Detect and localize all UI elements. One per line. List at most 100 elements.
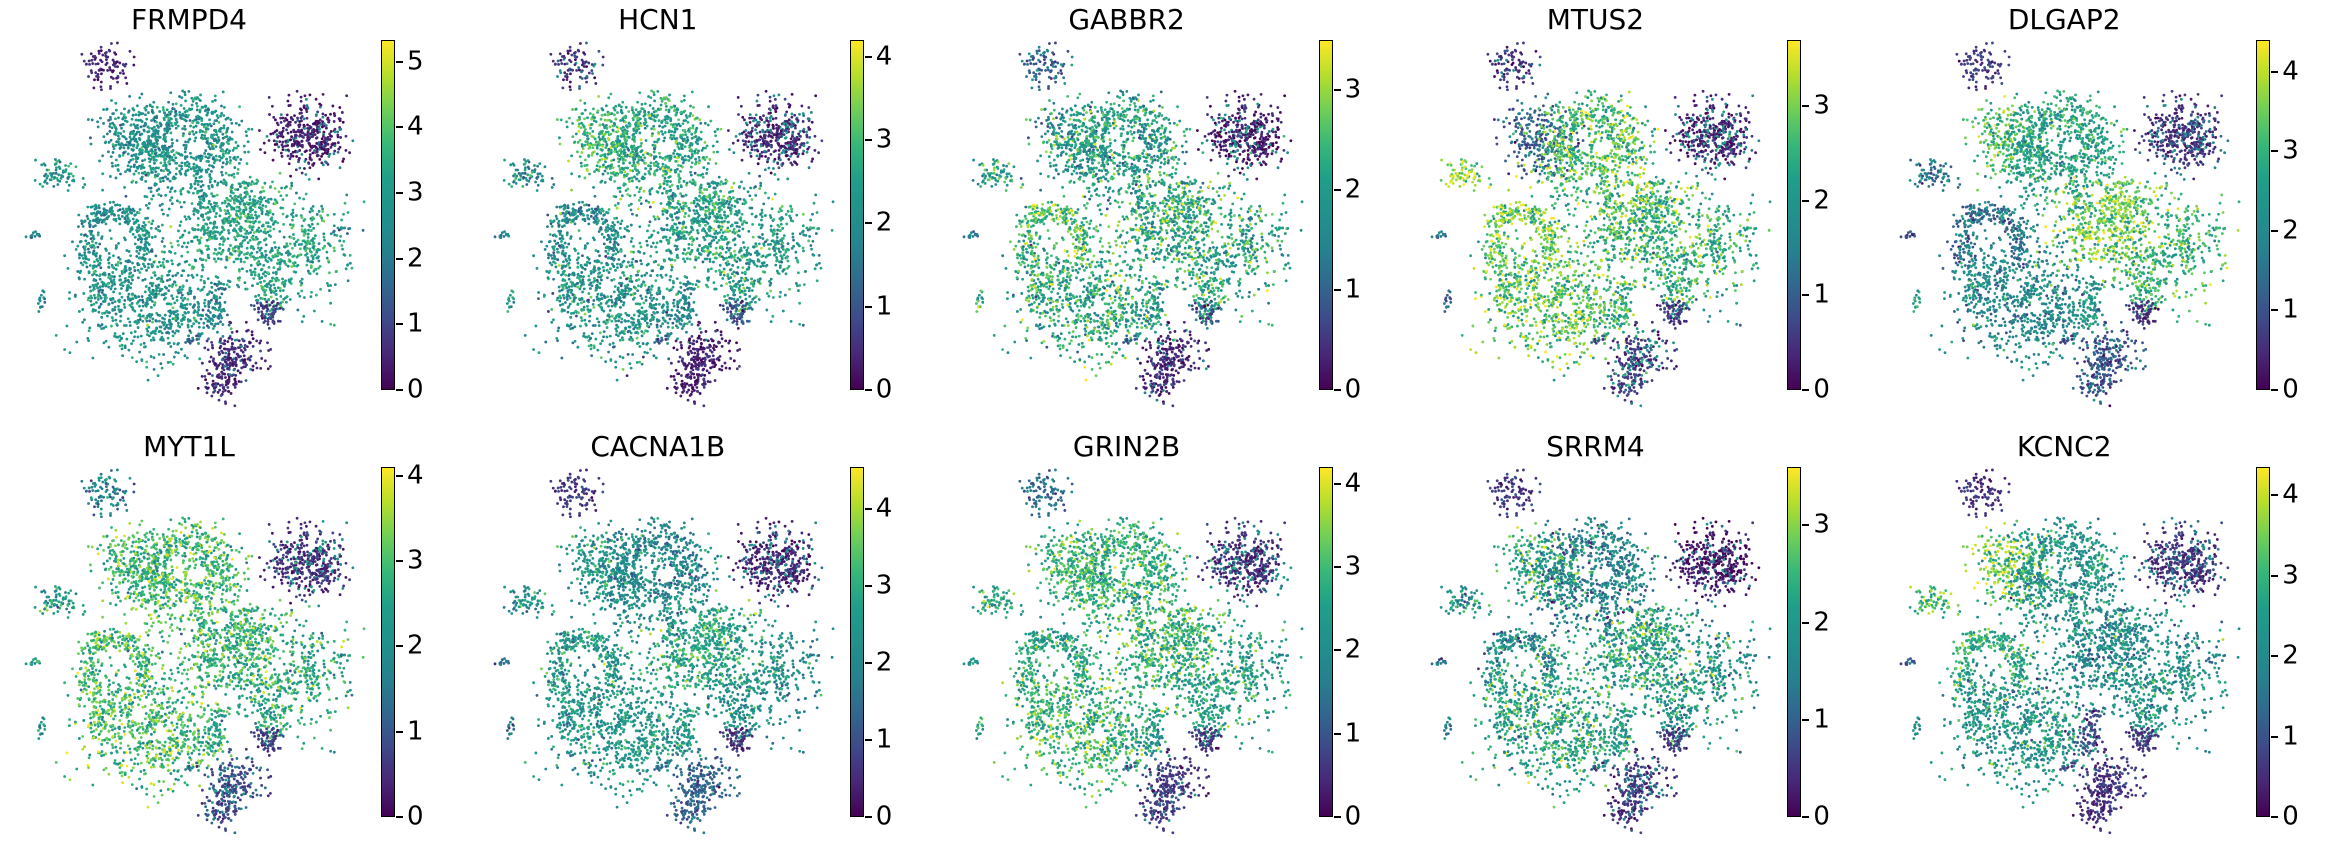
colorbar-tick-label: 4 xyxy=(2282,479,2299,510)
colorbar-tick-label: 3 xyxy=(1344,74,1362,105)
colorbar-tick-mark xyxy=(1333,566,1341,568)
umap-panel: GRIN2B 0 1 2 3 4 xyxy=(938,427,1407,854)
colorbar-tick-mark xyxy=(864,222,872,225)
colorbar-tick-label: 3 xyxy=(2282,135,2299,166)
colorbar-tick-label: 4 xyxy=(1344,468,1362,499)
colorbar-tick-label: 0 xyxy=(1813,374,1830,405)
panel-title: GABBR2 xyxy=(1068,3,1185,36)
colorbar-tick-label: 0 xyxy=(2282,374,2299,405)
colorbar-gradient xyxy=(849,40,864,390)
colorbar-tick-label: 3 xyxy=(875,570,893,601)
colorbar-tick-mark xyxy=(2271,229,2279,232)
colorbar-tick-mark xyxy=(2271,816,2279,818)
colorbar-tick-mark xyxy=(864,139,872,141)
colorbar-tick-mark xyxy=(396,559,403,562)
colorbar-tick-mark xyxy=(1802,105,1810,108)
colorbar-tick-mark xyxy=(396,730,403,733)
colorbar-tick-mark xyxy=(2271,309,2279,312)
colorbar-tick-mark xyxy=(396,60,403,63)
colorbar-tick-mark xyxy=(1802,718,1810,721)
colorbar-tick-label: 3 xyxy=(1813,509,1830,540)
colorbar-tick-label: 2 xyxy=(407,243,424,274)
colorbar-tick-mark xyxy=(1333,649,1341,652)
colorbar-tick-label: 1 xyxy=(2282,294,2299,325)
colorbar-tick-label: 3 xyxy=(1344,551,1362,582)
umap-scatter-plot xyxy=(477,34,838,416)
colorbar-tick-mark xyxy=(2271,735,2279,738)
colorbar-tick-mark xyxy=(2271,70,2279,73)
umap-scatter-plot xyxy=(1884,461,2245,843)
panel-title: CACNA1B xyxy=(590,430,726,463)
colorbar-tick-label: 4 xyxy=(875,41,893,72)
colorbar-tick-label: 0 xyxy=(407,801,424,832)
colorbar-tick-mark xyxy=(1802,621,1810,624)
colorbar-tick-mark xyxy=(2271,150,2279,153)
panel-title: MYT1L xyxy=(143,430,235,463)
colorbar-tick-mark xyxy=(396,257,403,260)
colorbar-tick-label: 2 xyxy=(407,630,424,661)
colorbar-gradient xyxy=(1787,40,1802,390)
colorbar-tick-mark xyxy=(396,389,403,391)
colorbar-tick-mark xyxy=(1333,189,1341,191)
colorbar-tick-mark xyxy=(864,662,872,665)
colorbar-tick-mark xyxy=(396,816,403,818)
panel-title: SRRM4 xyxy=(1546,430,1645,463)
colorbar-gradient xyxy=(1787,467,1802,817)
colorbar-tick-mark xyxy=(864,305,872,308)
colorbar-tick-label: 2 xyxy=(875,207,893,238)
colorbar-tick-label: 1 xyxy=(2282,720,2299,751)
colorbar-gradient xyxy=(381,467,395,817)
colorbar-tick-label: 3 xyxy=(1813,90,1830,121)
colorbar-tick-mark xyxy=(864,389,872,391)
panel-title: GRIN2B xyxy=(1072,430,1181,463)
colorbar-tick-mark xyxy=(396,645,403,648)
colorbar-gradient xyxy=(2256,467,2271,817)
colorbar-tick-label: 2 xyxy=(1813,606,1830,637)
colorbar-tick-mark xyxy=(1802,389,1810,391)
umap-panel: GABBR2 0 1 2 3 xyxy=(938,0,1407,427)
colorbar-tick-label: 1 xyxy=(1344,718,1362,749)
colorbar-tick-label: 3 xyxy=(407,545,424,576)
colorbar-tick-mark xyxy=(1333,289,1341,291)
colorbar-tick-label: 4 xyxy=(407,459,424,490)
colorbar-tick-mark xyxy=(1333,389,1341,391)
colorbar-tick-mark xyxy=(864,55,872,58)
colorbar-tick-label: 2 xyxy=(2282,640,2299,671)
colorbar-tick-label: 0 xyxy=(875,801,893,832)
colorbar-tick-label: 2 xyxy=(1344,174,1362,205)
colorbar-tick-label: 1 xyxy=(407,716,424,747)
colorbar-tick-label: 4 xyxy=(875,493,893,524)
colorbar-tick-mark xyxy=(2271,574,2279,577)
colorbar-tick-label: 0 xyxy=(2282,801,2299,832)
colorbar-tick-mark xyxy=(1333,89,1341,91)
colorbar-tick-mark xyxy=(2271,389,2279,391)
panel-title: MTUS2 xyxy=(1546,3,1645,36)
colorbar-tick-mark xyxy=(1802,816,1810,818)
colorbar-tick-mark xyxy=(1802,294,1810,297)
colorbar-tick-mark xyxy=(864,739,872,742)
colorbar-tick-label: 1 xyxy=(1813,704,1830,735)
colorbar-tick-label: 1 xyxy=(875,724,893,755)
colorbar-tick-label: 1 xyxy=(407,308,424,339)
colorbar-tick-label: 0 xyxy=(875,374,893,405)
colorbar-tick-label: 0 xyxy=(1344,374,1362,405)
umap-scatter-plot xyxy=(1415,34,1776,416)
umap-panel: KCNC2 0 1 2 3 4 xyxy=(1875,427,2344,854)
umap-scatter-plot xyxy=(9,34,369,416)
colorbar-tick-label: 1 xyxy=(875,291,893,322)
umap-panel: FRMPD4 0 1 2 3 4 5 xyxy=(0,0,469,427)
colorbar-tick-mark xyxy=(1802,199,1810,202)
colorbar-tick-label: 2 xyxy=(1344,634,1362,665)
colorbar-tick-label: 0 xyxy=(407,374,424,405)
colorbar-gradient xyxy=(2256,40,2271,390)
colorbar-tick-label: 2 xyxy=(875,647,893,678)
colorbar-tick-mark xyxy=(396,323,403,326)
colorbar-tick-mark xyxy=(1333,732,1341,735)
colorbar-tick-label: 0 xyxy=(1813,801,1830,832)
colorbar-tick-mark xyxy=(2271,494,2279,497)
colorbar-tick-label: 3 xyxy=(407,177,424,208)
colorbar-tick-label: 2 xyxy=(1813,185,1830,216)
colorbar-tick-mark xyxy=(396,474,403,477)
colorbar-tick-label: 5 xyxy=(407,46,424,77)
